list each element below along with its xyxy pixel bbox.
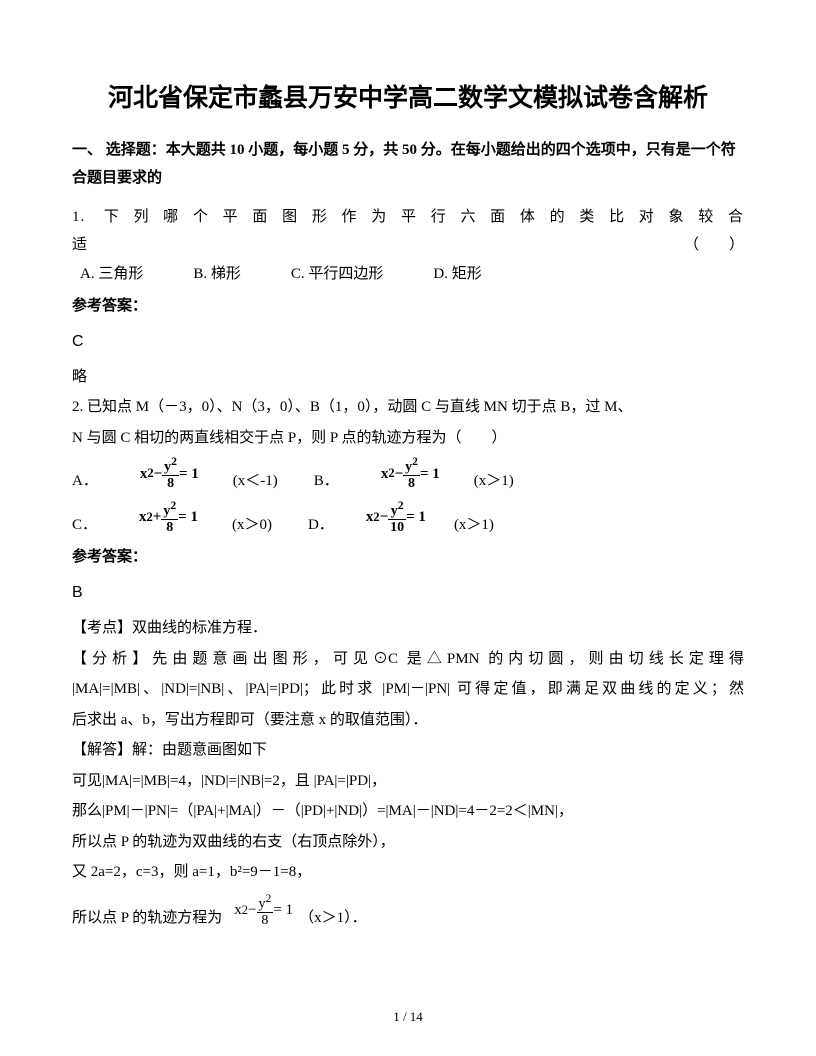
q2-optC-cond: (x＞0) xyxy=(232,511,272,540)
q1-answer: C xyxy=(72,327,744,357)
q1-answer-label: 参考答案： xyxy=(72,292,744,321)
q2-optB-eq: x2 − y28 = 1 xyxy=(381,456,440,495)
section-header: 一、 选择题：本大题共 10 小题，每小题 5 分，共 50 分。在每小题给出的… xyxy=(72,136,744,193)
q2-row-ab: A． x2 − y28 = 1 (x＜-1) B． x2 − y28 = 1 (… xyxy=(72,456,744,495)
q2-sol-l1: 【考点】双曲线的标准方程． xyxy=(72,614,744,643)
q2-sol-l10: 所以点 P 的轨迹方程为 x2 − y28 = 1 （x＞1）． xyxy=(72,893,744,932)
q2-line2: N 与圆 C 相切的两直线相交于点 P，则 P 点的轨迹方程为（ ） xyxy=(72,424,744,453)
q2-sol-l6: 可见|MA|=|MB|=4，|ND|=|NB|=2，且 |PA|=|PD|， xyxy=(72,767,744,796)
q2-sol-l7: 那么|PM|－|PN|=（|PA|+|MA|）－（|PD|+|ND|）=|MA|… xyxy=(72,797,744,826)
page-title: 河北省保定市蠡县万安中学高二数学文模拟试卷含解析 xyxy=(72,80,744,118)
q1-suffix-right: （ ） xyxy=(684,231,744,260)
q2-sol-l10-eq: x2 − y28 = 1 xyxy=(234,893,293,932)
q2-optA-eq: x2 − y28 = 1 xyxy=(140,456,199,495)
q2-sol-l9: 又 2a=2，c=3，则 a=1，b²=9－1=8， xyxy=(72,858,744,887)
q2-sol-l5: 【解答】解：由题意画图如下 xyxy=(72,736,744,765)
q2-answer: B xyxy=(72,578,744,608)
q2-optA-label: A． xyxy=(72,467,98,496)
q2-optD-cond: (x＞1) xyxy=(454,511,494,540)
q2-sol-l8: 所以点 P 的轨迹为双曲线的右支（右顶点除外）， xyxy=(72,828,744,857)
q2-sol-l3: |MA|=|MB|、|ND|=|NB|、|PA|=|PD|；此时求 |PM|－|… xyxy=(72,675,744,704)
q1-suffix-left: 适 xyxy=(72,231,87,260)
q2-optB-cond: (x＞1) xyxy=(474,467,514,496)
q1-note: 略 xyxy=(72,363,744,392)
q1-stem: 1. 下列哪个平面图形作为平行六面体的类比对象较合 xyxy=(72,203,744,232)
q1-optD: D. 矩形 xyxy=(433,260,481,289)
q2-row-cd: C． x2 + y28 = 1 (x＞0) D． x2 − y210 = 1 (… xyxy=(72,500,744,539)
q2-optD-eq: x2 − y210 = 1 xyxy=(366,500,426,539)
q1-optB: B. 梯形 xyxy=(193,260,241,289)
q2-optC-eq: x2 + y28 = 1 xyxy=(139,500,198,539)
q2-optA-cond: (x＜-1) xyxy=(233,467,278,496)
q2-optB-label: B． xyxy=(314,467,339,496)
q2-sol-l10-cond: （x＞1）． xyxy=(299,904,367,933)
q2-optC-label: C． xyxy=(72,511,97,540)
q2-optD-label: D． xyxy=(308,511,334,540)
q1-suffix: 适 （ ） xyxy=(72,231,744,260)
q2-sol-l4: 后求出 a、b，写出方程即可（要注意 x 的取值范围）． xyxy=(72,706,744,735)
q2-line1: 2. 已知点 M（－3，0）、N（3，0）、B（1，0），动圆 C 与直线 MN… xyxy=(72,393,744,422)
q2-sol-l10-pre: 所以点 P 的轨迹方程为 xyxy=(72,904,222,933)
q2-sol-l2: 【分析】先由题意画出图形，可见⊙C 是△PMN 的内切圆，则由切线长定理得 xyxy=(72,645,744,674)
q1-optA: A. 三角形 xyxy=(80,260,143,289)
q2-answer-label: 参考答案： xyxy=(72,543,744,572)
q1-options: A. 三角形 B. 梯形 C. 平行四边形 D. 矩形 xyxy=(80,260,744,289)
q1-optC: C. 平行四边形 xyxy=(291,260,384,289)
page-number: 1 / 14 xyxy=(0,1005,816,1030)
